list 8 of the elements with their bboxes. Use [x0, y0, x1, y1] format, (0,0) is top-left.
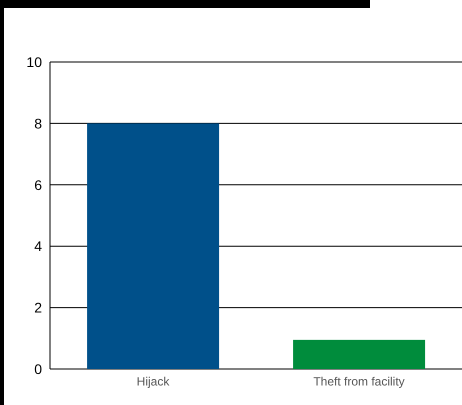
- x-tick-label: Hijack: [136, 374, 170, 389]
- y-tick-label: 10: [26, 54, 42, 70]
- y-tick-label: 6: [34, 176, 42, 193]
- x-tick-label: Theft from facility: [313, 374, 405, 389]
- y-tick-label: 4: [34, 238, 42, 254]
- y-tick-label: 0: [34, 360, 42, 377]
- y-tick-label: 2: [34, 300, 42, 316]
- y-tick-label: 8: [34, 115, 42, 132]
